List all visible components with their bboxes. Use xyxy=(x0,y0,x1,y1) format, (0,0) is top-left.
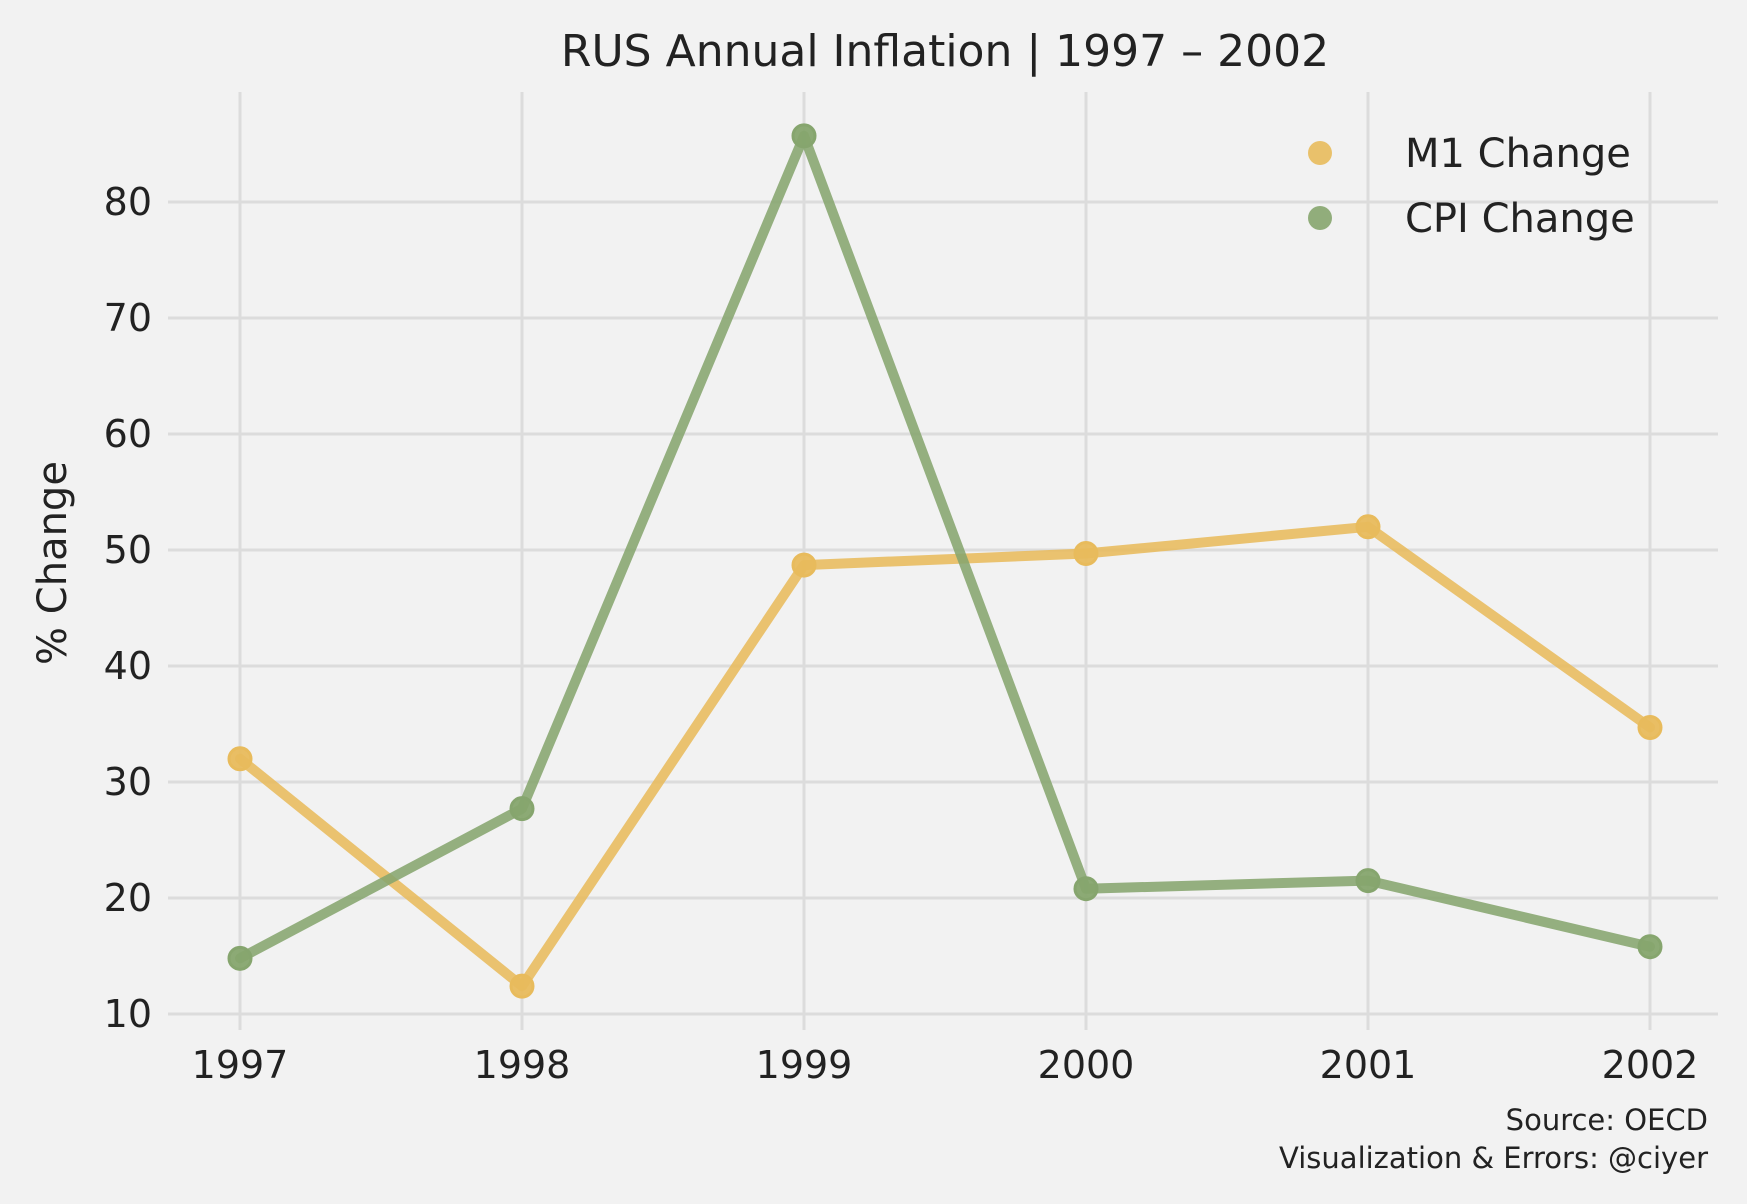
y-tick-label: 10 xyxy=(104,992,152,1036)
x-tick-label: 2001 xyxy=(1320,1043,1417,1087)
data-point xyxy=(1637,714,1663,740)
data-point xyxy=(1355,514,1381,540)
x-tick-label: 2002 xyxy=(1602,1043,1699,1087)
y-axis-ticks: 10 20 30 40 50 60 70 80 xyxy=(104,180,152,1036)
data-point xyxy=(1073,540,1099,566)
legend-marker xyxy=(1308,206,1332,230)
legend-label: CPI Change xyxy=(1405,196,1635,242)
data-point xyxy=(791,552,817,578)
x-tick-label: 1997 xyxy=(192,1043,289,1087)
legend: M1 Change CPI Change xyxy=(1308,131,1635,242)
y-tick-label: 30 xyxy=(104,760,152,804)
data-point xyxy=(791,123,817,149)
x-axis-ticks: 1997 1998 1999 2000 2001 2002 xyxy=(192,1043,1699,1087)
data-point xyxy=(1073,876,1099,902)
y-tick-label: 70 xyxy=(104,296,152,340)
data-point xyxy=(227,945,253,971)
legend-marker xyxy=(1308,141,1332,165)
series-line-1 xyxy=(235,130,1655,964)
data-point xyxy=(509,796,535,822)
x-tick-label: 1998 xyxy=(474,1043,571,1087)
y-tick-label: 40 xyxy=(104,644,152,688)
x-tick-label: 1999 xyxy=(756,1043,853,1087)
data-point xyxy=(227,746,253,772)
y-tick-label: 60 xyxy=(104,412,152,456)
y-axis-label: % Change xyxy=(30,461,76,665)
y-tick-label: 80 xyxy=(104,180,152,224)
credit-note: Visualization & Errors: @ciyer xyxy=(1279,1141,1708,1175)
data-point xyxy=(509,973,535,999)
data-point xyxy=(1355,868,1381,894)
series-layer xyxy=(227,123,1663,999)
y-tick-label: 50 xyxy=(104,528,152,572)
y-tick-label: 20 xyxy=(104,876,152,920)
series-line-0 xyxy=(235,521,1655,992)
source-note: Source: OECD xyxy=(1506,1103,1708,1137)
chart-title: RUS Annual Inflation | 1997 – 2002 xyxy=(561,26,1329,77)
x-tick-label: 2000 xyxy=(1038,1043,1135,1087)
data-point xyxy=(1637,934,1663,960)
legend-label: M1 Change xyxy=(1405,131,1631,177)
